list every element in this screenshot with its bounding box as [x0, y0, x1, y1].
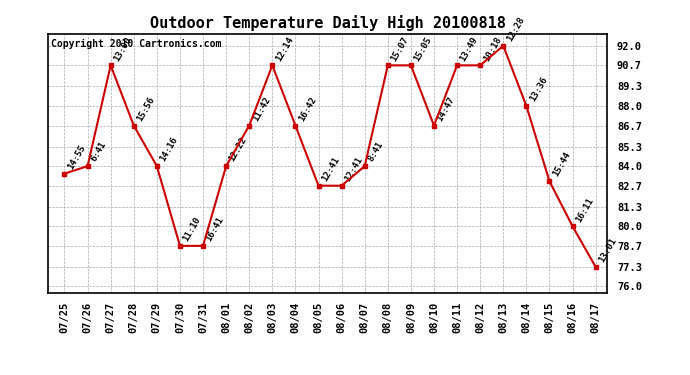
- Text: 15:07: 15:07: [389, 35, 411, 63]
- Text: Copyright 2010 Cartronics.com: Copyright 2010 Cartronics.com: [51, 39, 221, 49]
- Text: 6:41: 6:41: [89, 140, 108, 164]
- Text: 15:44: 15:44: [551, 151, 572, 178]
- Text: 13:49: 13:49: [458, 35, 480, 63]
- Text: 14:47: 14:47: [435, 95, 457, 123]
- Text: 8:41: 8:41: [366, 140, 384, 164]
- Text: 14:55: 14:55: [66, 143, 87, 171]
- Text: 12:28: 12:28: [504, 15, 526, 43]
- Text: 11:10: 11:10: [181, 215, 203, 243]
- Text: 15:56: 15:56: [135, 95, 157, 123]
- Text: 15:05: 15:05: [413, 35, 433, 63]
- Text: 11:42: 11:42: [250, 95, 272, 123]
- Text: 13:36: 13:36: [528, 75, 549, 103]
- Text: 16:42: 16:42: [297, 95, 318, 123]
- Text: 14:16: 14:16: [158, 136, 179, 164]
- Text: 13:00: 13:00: [112, 35, 133, 63]
- Text: 12:41: 12:41: [320, 155, 341, 183]
- Text: 13:01: 13:01: [597, 236, 618, 264]
- Title: Outdoor Temperature Daily High 20100818: Outdoor Temperature Daily High 20100818: [150, 15, 506, 31]
- Text: 12:14: 12:14: [274, 35, 295, 63]
- Text: 10:18: 10:18: [482, 35, 503, 63]
- Text: 16:41: 16:41: [204, 215, 226, 243]
- Text: 12:22: 12:22: [228, 136, 249, 164]
- Text: 16:11: 16:11: [574, 196, 595, 223]
- Text: 12:41: 12:41: [343, 155, 364, 183]
